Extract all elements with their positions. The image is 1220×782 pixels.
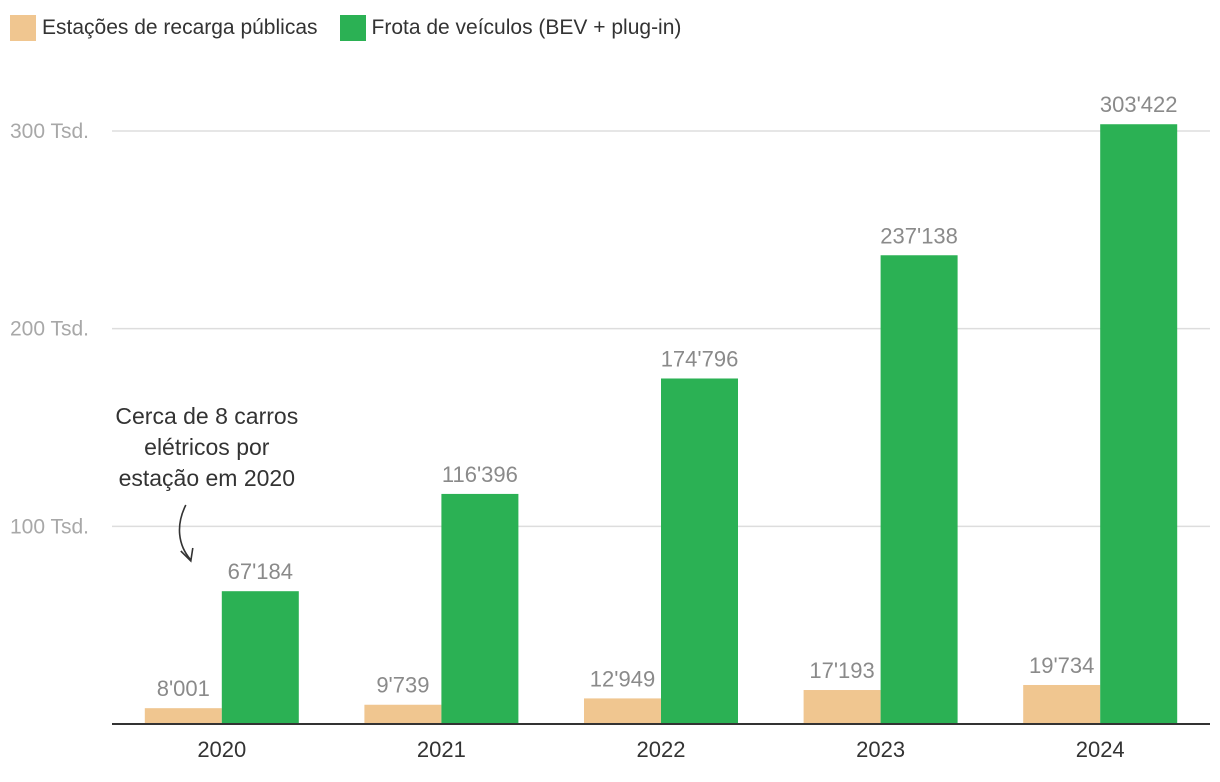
value-label-stations-2020: 8'001 bbox=[157, 676, 210, 701]
annotation-arrowhead bbox=[180, 547, 194, 563]
value-label-fleet-2023: 237'138 bbox=[880, 223, 958, 248]
legend-label-stations: Estações de recarga públicas bbox=[42, 16, 318, 39]
value-label-stations-2022: 12'949 bbox=[590, 666, 655, 691]
x-tick-label: 2021 bbox=[417, 737, 466, 762]
bar-fleet-2023 bbox=[880, 255, 958, 725]
value-label-fleet-2021: 116'396 bbox=[442, 462, 518, 487]
bar-fleet-2021 bbox=[441, 493, 519, 724]
legend-swatch-stations bbox=[10, 15, 36, 41]
x-tick-label: 2020 bbox=[197, 737, 246, 762]
legend-swatch-fleet bbox=[339, 15, 366, 41]
x-tick-label: 2024 bbox=[1076, 737, 1125, 762]
annotation-text: elétricos por bbox=[144, 434, 270, 460]
value-label-fleet-2022: 174'796 bbox=[661, 346, 739, 371]
legend: Estações de recarga públicas Frota de ve… bbox=[10, 14, 703, 42]
bar-stations-2023 bbox=[803, 690, 881, 724]
annotation-text: estação em 2020 bbox=[119, 465, 295, 491]
value-label-stations-2023: 17'193 bbox=[809, 658, 874, 683]
y-tick-label: 100 Tsd. bbox=[10, 515, 89, 538]
y-tick-label: 300 Tsd. bbox=[10, 120, 89, 143]
bar-stations-2021 bbox=[364, 704, 442, 724]
annotation-text: Cerca de 8 carros bbox=[115, 403, 298, 429]
value-label-fleet-2020: 67'184 bbox=[228, 559, 293, 584]
x-tick-label: 2023 bbox=[856, 737, 905, 762]
y-tick-label: 200 Tsd. bbox=[10, 318, 89, 341]
x-tick-label: 2022 bbox=[637, 737, 686, 762]
legend-item-fleet[interactable]: Frota de veículos (BEV + plug-in) bbox=[339, 15, 682, 41]
value-label-stations-2021: 9'739 bbox=[376, 673, 429, 698]
bar-fleet-2020 bbox=[221, 591, 299, 724]
annotation-arrow bbox=[178, 504, 192, 561]
value-label-fleet-2024: 303'422 bbox=[1100, 92, 1178, 117]
bar-fleet-2022 bbox=[661, 378, 738, 724]
bar-stations-2020 bbox=[144, 708, 222, 724]
legend-label-fleet: Frota de veículos (BEV + plug-in) bbox=[371, 16, 682, 39]
value-label-stations-2024: 19'734 bbox=[1029, 653, 1094, 678]
bar-stations-2024 bbox=[1023, 684, 1101, 724]
bar-fleet-2024 bbox=[1100, 124, 1178, 725]
bar-stations-2022 bbox=[584, 698, 661, 724]
legend-item-stations[interactable]: Estações de recarga públicas bbox=[10, 15, 318, 41]
